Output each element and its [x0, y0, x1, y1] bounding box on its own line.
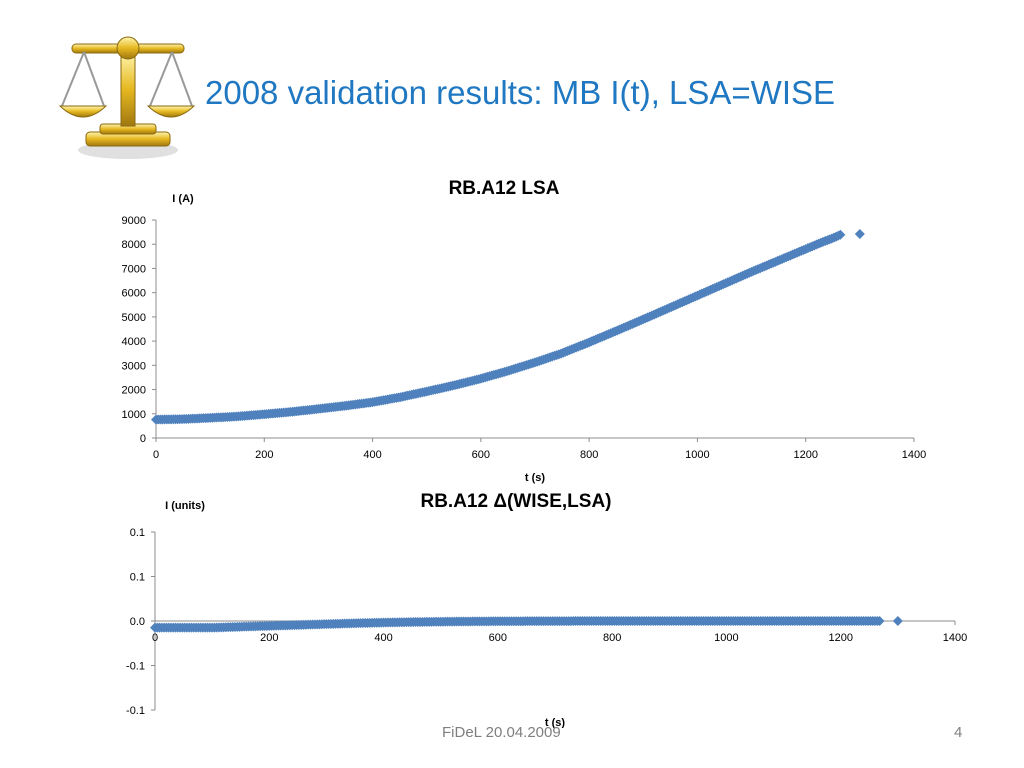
x-tick-label: 200 [255, 449, 273, 461]
y-tick-label: -0.1 [126, 705, 145, 717]
footer-text: FiDeL 20.04.2009 [442, 724, 561, 741]
page-number: 4 [954, 724, 963, 741]
x-tick-label: 800 [580, 449, 598, 461]
chart-title: RB.A12 LSA [449, 178, 560, 199]
y-tick-label: 0 [140, 433, 146, 445]
y-tick-label: 3000 [122, 360, 146, 372]
y-tick-label: 6000 [122, 288, 146, 300]
delta-chart: RB.A12 Δ(WISE,LSA) I (units) t (s) -0.1 -0.1… [126, 491, 967, 728]
x-tick-label: 400 [363, 449, 381, 461]
y-tick-label: 2000 [122, 385, 146, 397]
x-tick-label: 1000 [714, 632, 738, 644]
scales-of-justice-icon [56, 32, 196, 162]
x-tick-label: 200 [260, 632, 278, 644]
x-tick-label: 800 [603, 632, 621, 644]
data-point [835, 229, 846, 240]
x-tick-label: 1400 [902, 449, 926, 461]
x-tick-label: 600 [472, 449, 490, 461]
y-tick-label: 5000 [122, 312, 146, 324]
chart-title: RB.A12 Δ(WISE,LSA) [420, 491, 611, 512]
x-tick-label: 1200 [793, 449, 817, 461]
y-tick-label: 0.1 [130, 572, 145, 584]
y-axis-label: I (units) [165, 500, 205, 512]
data-point [874, 616, 885, 626]
x-tick-label: 0 [152, 632, 158, 644]
y-tick-label: 0.0 [130, 616, 145, 628]
y-tick-label: 8000 [122, 239, 146, 251]
y-tick-label: 7000 [122, 263, 146, 275]
x-tick-label: 400 [374, 632, 392, 644]
slide-title: 2008 validation results: MB I(t), LSA=WI… [205, 74, 836, 111]
x-tick-label: 1200 [828, 632, 852, 644]
x-tick-label: 0 [153, 449, 159, 461]
y-tick-label: 1000 [122, 409, 146, 421]
x-tick-label: 1000 [685, 449, 709, 461]
data-point [892, 616, 903, 626]
y-tick-label: 0.1 [130, 527, 145, 539]
x-axis-label: t (s) [525, 472, 546, 484]
x-axis-label: t (s) [545, 717, 566, 728]
y-tick-label: -0.1 [126, 661, 145, 673]
x-tick-label: 1400 [943, 632, 967, 644]
y-axis-label: I (A) [172, 193, 194, 205]
y-tick-label: 9000 [122, 215, 146, 227]
data-point [854, 229, 865, 240]
y-tick-label: 4000 [122, 336, 146, 348]
x-tick-label: 600 [489, 632, 507, 644]
